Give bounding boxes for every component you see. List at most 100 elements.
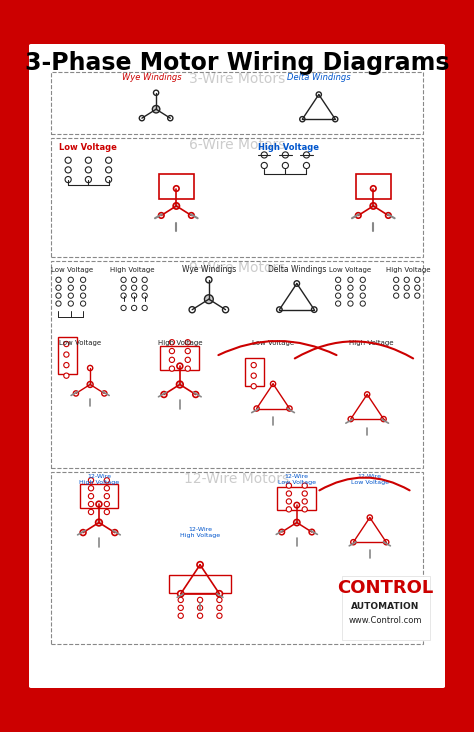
Circle shape [198, 597, 203, 602]
Circle shape [104, 493, 109, 498]
Text: Low Voltage: Low Voltage [58, 340, 100, 346]
Circle shape [106, 157, 112, 163]
Text: High Voltage: High Voltage [110, 267, 155, 273]
Circle shape [415, 277, 420, 283]
Circle shape [177, 363, 183, 369]
Circle shape [333, 116, 338, 122]
Circle shape [360, 301, 365, 306]
Circle shape [102, 391, 107, 396]
Circle shape [88, 478, 94, 483]
Text: 3-Wire Motors: 3-Wire Motors [189, 72, 285, 86]
Circle shape [131, 277, 137, 283]
Circle shape [104, 485, 109, 491]
Circle shape [169, 348, 174, 354]
Text: Wye Windings: Wye Windings [122, 73, 182, 82]
Circle shape [303, 152, 310, 158]
Circle shape [294, 281, 300, 286]
Circle shape [336, 293, 341, 298]
Circle shape [139, 116, 145, 121]
Circle shape [348, 293, 353, 298]
Circle shape [96, 501, 102, 507]
Circle shape [283, 163, 289, 168]
Circle shape [87, 381, 93, 387]
Circle shape [404, 285, 410, 291]
Circle shape [336, 277, 341, 283]
Text: High Voltage: High Voltage [157, 340, 202, 346]
Circle shape [142, 285, 147, 291]
Bar [277, 488, 316, 510]
Circle shape [88, 365, 93, 370]
Text: CONTROL: CONTROL [337, 580, 434, 597]
Circle shape [383, 539, 389, 545]
Bar [245, 358, 264, 386]
Circle shape [303, 163, 310, 168]
Circle shape [360, 285, 365, 291]
Circle shape [348, 301, 353, 306]
Text: 9-Wire Motors: 9-Wire Motors [189, 261, 285, 275]
Circle shape [81, 301, 86, 306]
Text: High Voltage: High Voltage [349, 340, 394, 346]
Circle shape [309, 529, 315, 535]
Circle shape [142, 293, 147, 298]
Circle shape [161, 392, 167, 397]
Text: 12-Wire
Low Voltage: 12-Wire Low Voltage [351, 474, 389, 485]
Text: 12-Wire Motors: 12-Wire Motors [184, 472, 290, 487]
Circle shape [131, 285, 137, 291]
Circle shape [360, 293, 365, 298]
Circle shape [88, 509, 94, 515]
Circle shape [121, 285, 126, 291]
Circle shape [121, 293, 126, 298]
Circle shape [121, 305, 126, 310]
Circle shape [302, 507, 307, 512]
Circle shape [81, 293, 86, 298]
Text: AUTOMATION: AUTOMATION [351, 602, 420, 610]
Circle shape [168, 116, 173, 121]
Circle shape [121, 277, 126, 283]
Circle shape [293, 520, 300, 526]
Circle shape [286, 491, 292, 496]
Circle shape [351, 539, 356, 545]
Circle shape [96, 519, 102, 526]
Circle shape [131, 305, 137, 310]
Text: Delta Windings: Delta Windings [268, 265, 326, 274]
Circle shape [68, 301, 73, 306]
Circle shape [217, 605, 222, 610]
Circle shape [81, 285, 86, 291]
Circle shape [277, 307, 282, 313]
Circle shape [106, 167, 112, 173]
Circle shape [169, 366, 174, 371]
Circle shape [106, 176, 112, 183]
Circle shape [178, 591, 184, 597]
Circle shape [178, 605, 183, 610]
Circle shape [360, 277, 365, 283]
Circle shape [393, 277, 399, 283]
Circle shape [85, 176, 91, 183]
Circle shape [198, 605, 203, 610]
Circle shape [154, 90, 159, 95]
Bar [80, 484, 118, 509]
Text: 12-Wire
High Voltage: 12-Wire High Voltage [79, 474, 119, 485]
Circle shape [169, 340, 174, 345]
Circle shape [64, 352, 69, 357]
Circle shape [261, 152, 267, 158]
Circle shape [287, 406, 292, 411]
Text: High Voltage: High Voltage [257, 143, 319, 152]
Text: Delta Windings: Delta Windings [287, 73, 351, 82]
Text: Low Voltage: Low Voltage [328, 267, 371, 273]
Circle shape [286, 507, 292, 512]
Bar [356, 174, 391, 199]
Bar [51, 72, 423, 134]
Bar [342, 576, 429, 640]
Circle shape [348, 417, 353, 422]
Circle shape [415, 293, 420, 298]
FancyBboxPatch shape [26, 42, 448, 690]
Bar [169, 575, 231, 593]
Circle shape [216, 591, 222, 597]
Circle shape [173, 203, 180, 209]
Bar [161, 346, 199, 370]
Circle shape [302, 491, 307, 496]
Circle shape [68, 285, 73, 291]
Circle shape [371, 186, 376, 191]
Circle shape [385, 213, 391, 218]
Circle shape [283, 152, 289, 158]
